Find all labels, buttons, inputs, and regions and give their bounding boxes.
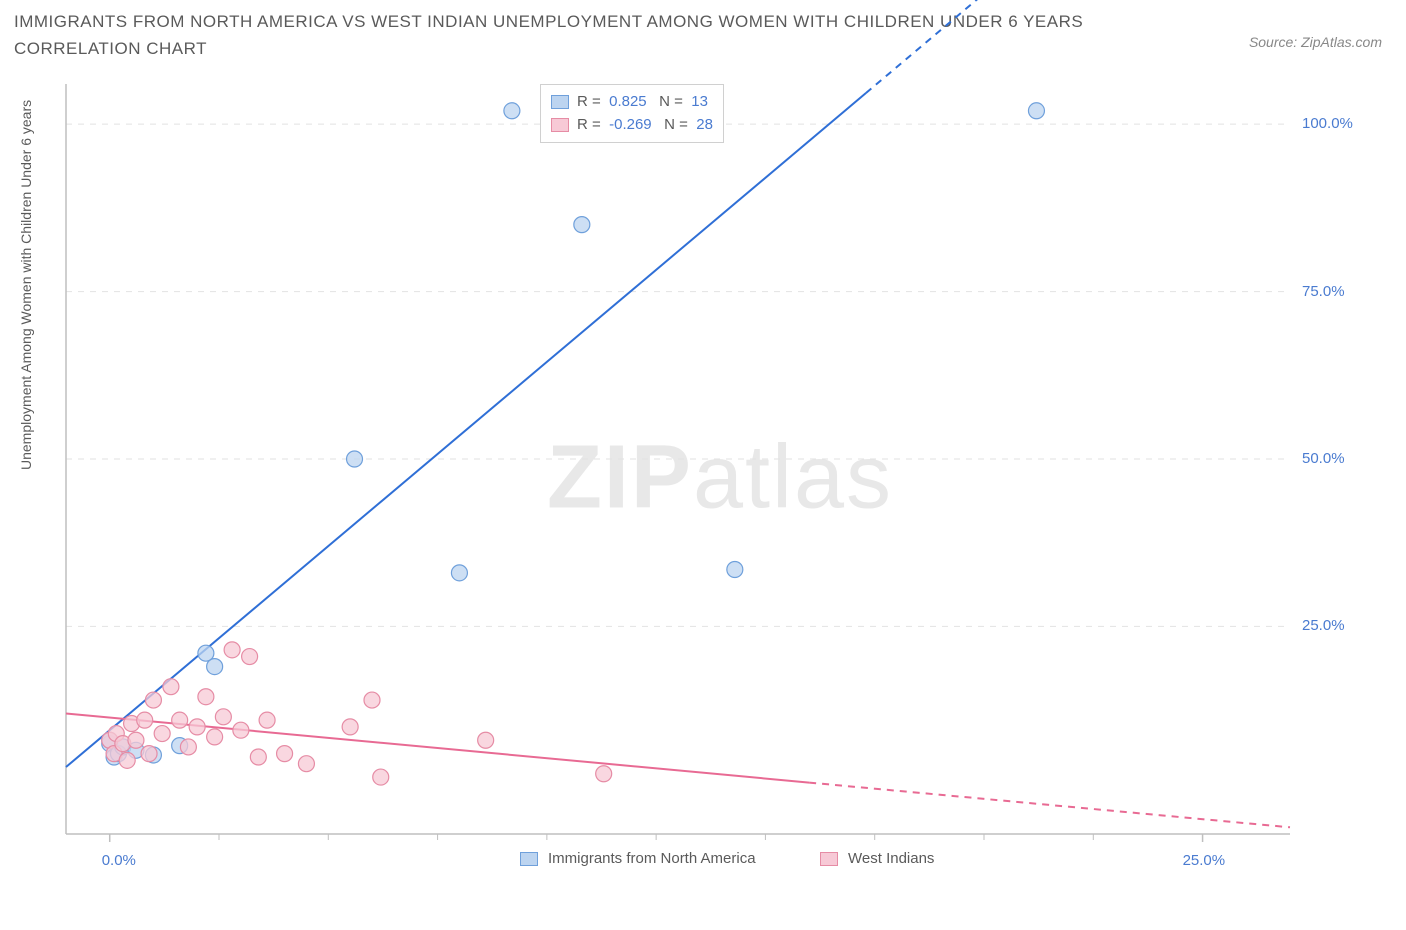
chart-area: ZIPatlas R = 0.825 N = 13R = -0.269 N = … <box>60 78 1380 878</box>
x-tick-label: 0.0% <box>102 852 136 869</box>
bottom-legend-label: Immigrants from North America <box>548 850 756 867</box>
legend-stat-row: R = 0.825 N = 13 <box>551 91 713 114</box>
y-tick-label: 50.0% <box>1302 450 1345 467</box>
legend-stat-text: R = -0.269 N = 28 <box>577 114 713 137</box>
title-line1: IMMIGRANTS FROM NORTH AMERICA VS WEST IN… <box>14 8 1083 35</box>
bottom-legend-label: West Indians <box>848 850 934 867</box>
title-line2: CORRELATION CHART <box>14 35 1083 62</box>
y-axis-label: Unemployment Among Women with Children U… <box>18 100 34 470</box>
y-tick-label: 75.0% <box>1302 283 1345 300</box>
y-tick-label: 25.0% <box>1302 617 1345 634</box>
legend-stats-box: R = 0.825 N = 13R = -0.269 N = 28 <box>540 84 724 143</box>
source-label: Source: ZipAtlas.com <box>1249 34 1382 50</box>
chart-title: IMMIGRANTS FROM NORTH AMERICA VS WEST IN… <box>14 8 1083 62</box>
legend-stat-row: R = -0.269 N = 28 <box>551 114 713 137</box>
legend-swatch <box>520 852 538 866</box>
chart-svg <box>60 78 1380 878</box>
bottom-legend-item: West Indians <box>820 850 934 867</box>
x-tick-label: 25.0% <box>1183 852 1226 869</box>
legend-swatch <box>551 95 569 109</box>
legend-swatch <box>820 852 838 866</box>
legend-stat-text: R = 0.825 N = 13 <box>577 91 708 114</box>
bottom-legend-item: Immigrants from North America <box>520 850 756 867</box>
y-tick-label: 100.0% <box>1302 115 1353 132</box>
legend-swatch <box>551 118 569 132</box>
